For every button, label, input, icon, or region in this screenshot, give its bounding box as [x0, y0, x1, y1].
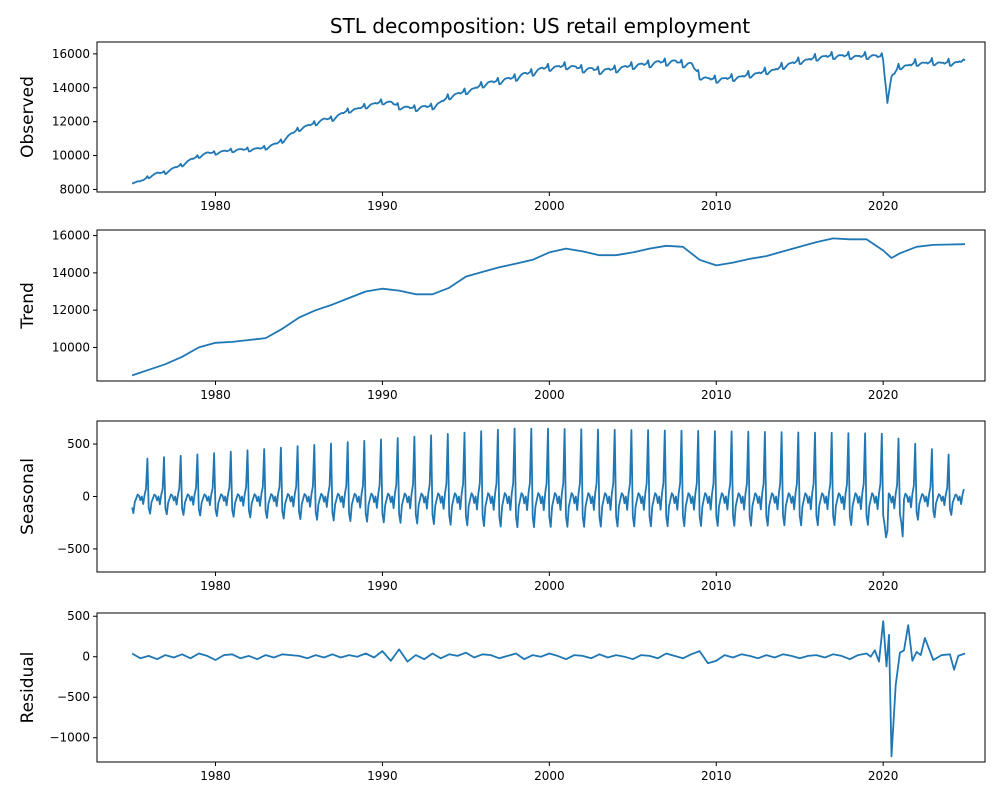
seasonal-ylabel: Seasonal — [18, 458, 38, 535]
trend-xtick-label: 1990 — [367, 388, 398, 402]
observed-ytick-label: 14000 — [52, 81, 90, 95]
observed-ytick-label: 12000 — [52, 115, 90, 129]
trend-ylabel: Trend — [18, 282, 38, 330]
residual-series-line — [131, 620, 966, 758]
residual-xtick-label: 1990 — [367, 769, 398, 783]
residual-axes-frame — [96, 612, 986, 763]
observed-xtick-label: 1980 — [200, 199, 231, 213]
trend-series-line — [131, 237, 966, 377]
observed-ylabel: Observed — [18, 76, 38, 158]
observed-series-line — [132, 50, 966, 185]
residual-xtick-label: 2020 — [868, 769, 899, 783]
residual-xtick-label: 1980 — [200, 769, 231, 783]
observed-ytick-label: 8000 — [59, 182, 90, 196]
trend-xtick-label: 2000 — [534, 388, 565, 402]
residual-xtick-label: 2010 — [701, 769, 732, 783]
residual-ylabel: Residual — [18, 652, 38, 724]
seasonal-series-line — [131, 427, 965, 539]
observed-ytick-label: 16000 — [52, 47, 90, 61]
seasonal-ytick-label: −500 — [57, 542, 90, 556]
figure-title: STL decomposition: US retail employment — [330, 14, 750, 38]
seasonal-xtick-label: 2000 — [534, 579, 565, 593]
observed-ytick-label: 10000 — [52, 149, 90, 163]
observed-xtick-label: 2010 — [701, 199, 732, 213]
seasonal-ytick-label: 500 — [67, 437, 90, 451]
seasonal-xtick-label: 2020 — [868, 579, 899, 593]
residual-ytick-label: −500 — [57, 690, 90, 704]
residual-ytick-label: 500 — [67, 609, 90, 623]
residual-xtick-label: 2000 — [534, 769, 565, 783]
trend-ytick-label: 14000 — [52, 266, 90, 280]
residual-panel: Residual 1980 1990 2000 2010 2020 −1000 −500 0 50… — [18, 609, 986, 783]
trend-ytick-label: 12000 — [52, 303, 90, 317]
seasonal-xtick-label: 2010 — [701, 579, 732, 593]
residual-ytick-label: 0 — [82, 650, 90, 664]
trend-axes-frame — [96, 229, 986, 382]
trend-panel: Trend 1980 1990 2000 2010 2020 10000 12000 14000… — [18, 229, 986, 402]
trend-xtick-label: 2020 — [868, 388, 899, 402]
trend-xtick-label: 1980 — [200, 388, 231, 402]
observed-xtick-label: 1990 — [367, 199, 398, 213]
observed-panel: Observed 1980 1990 2000 2010 2020 8000 10000 120… — [18, 41, 986, 213]
residual-ytick-label: −1000 — [49, 731, 90, 745]
seasonal-axes-frame — [96, 420, 986, 573]
trend-ytick-label: 16000 — [52, 229, 90, 243]
seasonal-xtick-label: 1980 — [200, 579, 231, 593]
observed-xtick-label: 2020 — [868, 199, 899, 213]
observed-axes-frame — [96, 41, 986, 193]
observed-xtick-label: 2000 — [534, 199, 565, 213]
seasonal-xtick-label: 1990 — [367, 579, 398, 593]
trend-xtick-label: 2010 — [701, 388, 732, 402]
seasonal-ytick-label: 0 — [82, 490, 90, 504]
trend-ytick-label: 10000 — [52, 340, 90, 354]
seasonal-panel: Seasonal 1980 1990 2000 2010 2020 −500 0 500 — [18, 420, 986, 593]
